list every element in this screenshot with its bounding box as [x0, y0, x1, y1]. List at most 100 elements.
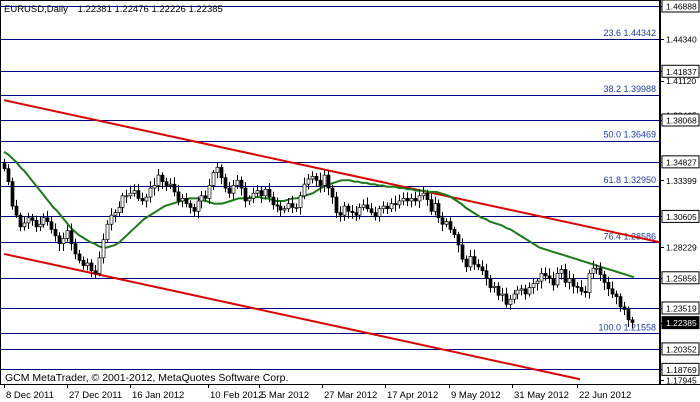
price-axis[interactable]: 1.468881.443401.418371.411201.384651.380… [660, 0, 700, 386]
candle [515, 285, 520, 300]
candle [472, 249, 477, 270]
candle [500, 287, 505, 302]
candle [314, 173, 319, 188]
candle [512, 290, 517, 304]
candle [18, 212, 23, 232]
date-tick-1: 27 Dec 2011 [67, 384, 122, 401]
candle [350, 205, 355, 219]
price-tick-10: 1.25856 [660, 271, 700, 285]
candle [101, 233, 106, 264]
fib-label-3: 61.8 1.32950 [603, 175, 656, 185]
candle [38, 216, 43, 232]
candle [322, 170, 327, 193]
candle [492, 282, 497, 293]
candle [132, 184, 137, 197]
candle [381, 201, 386, 214]
candle [65, 225, 70, 242]
candle [227, 182, 232, 199]
fib-label-5: 100.0 1.21558 [598, 322, 656, 332]
candle [606, 276, 611, 296]
candle [85, 258, 90, 271]
candle [338, 206, 343, 222]
candle [468, 249, 473, 271]
price-tick-3: 1.41120 [660, 76, 696, 86]
candle [164, 177, 169, 191]
date-tick-5: 27 Mar 2012 [322, 384, 377, 401]
candle [53, 223, 58, 242]
candle [97, 251, 102, 277]
candle [626, 306, 631, 327]
candle [535, 278, 540, 291]
candle [109, 208, 114, 231]
svg-text:1.46888: 1.46888 [666, 2, 697, 12]
price-tick-11: 1.23519 [660, 301, 700, 315]
date-tick-4: 5 Mar 2012 [259, 384, 309, 401]
candle [81, 256, 86, 270]
candle [326, 170, 331, 196]
candle [551, 271, 556, 291]
svg-text:1.23519: 1.23519 [666, 303, 697, 313]
candle [140, 192, 145, 205]
candle [14, 199, 19, 218]
candle [369, 202, 374, 216]
svg-text:1.20352: 1.20352 [666, 344, 697, 354]
candle [409, 193, 414, 208]
candle [136, 183, 141, 202]
candle [456, 231, 461, 253]
candle [365, 197, 370, 212]
candle [120, 192, 125, 214]
candle [579, 280, 584, 296]
candle [448, 217, 453, 233]
candle [26, 212, 31, 229]
candle [223, 173, 228, 193]
price-tick-7: 1.33399 [660, 176, 697, 186]
svg-text:1.41120: 1.41120 [666, 76, 696, 86]
candle [247, 195, 252, 206]
candle [267, 183, 272, 203]
svg-text:1.44340: 1.44340 [666, 34, 697, 44]
candle [199, 191, 204, 209]
candle [231, 179, 236, 200]
candle [385, 202, 390, 215]
candle [484, 263, 489, 286]
candle [255, 185, 260, 197]
svg-text:31 May 2012: 31 May 2012 [514, 390, 569, 401]
svg-text:5 Mar 2012: 5 Mar 2012 [261, 390, 309, 401]
date-tick-9: 22 Jun 2012 [577, 384, 631, 401]
fib-label-1: 38.2 1.39988 [603, 84, 656, 94]
candle [425, 189, 430, 206]
candle [235, 175, 240, 190]
price-tick-0: 1.46888 [660, 0, 700, 13]
candle [433, 196, 438, 216]
candle [622, 301, 627, 316]
price-tick-13: 1.20352 [660, 342, 700, 356]
candle [397, 194, 402, 209]
price-tick-15: 1.17945 [660, 376, 697, 386]
candle [93, 264, 98, 279]
svg-text:1.18769: 1.18769 [666, 365, 697, 375]
svg-text:1.30605: 1.30605 [666, 212, 697, 222]
candle [219, 164, 224, 185]
candle [436, 199, 441, 223]
candle [2, 158, 7, 172]
candle [271, 191, 276, 210]
candle [594, 264, 599, 275]
candle [144, 193, 149, 208]
time-axis[interactable]: 8 Dec 2011 27 Dec 2011 16 Jan 2012 10 Feb 2… [4, 384, 632, 401]
candle [172, 177, 177, 197]
svg-text:1.25856: 1.25856 [666, 273, 697, 283]
candle [346, 203, 351, 219]
svg-text:27 Dec 2011: 27 Dec 2011 [69, 390, 122, 401]
candle [496, 282, 501, 301]
candle [330, 184, 335, 204]
svg-text:1.28229: 1.28229 [666, 243, 697, 253]
candle [598, 262, 603, 281]
candle [286, 198, 291, 212]
candle [389, 198, 394, 213]
candle [251, 187, 256, 204]
svg-text:8 Dec 2011: 8 Dec 2011 [6, 390, 54, 401]
candle [290, 195, 295, 214]
candle [6, 164, 11, 186]
candle [196, 196, 201, 219]
